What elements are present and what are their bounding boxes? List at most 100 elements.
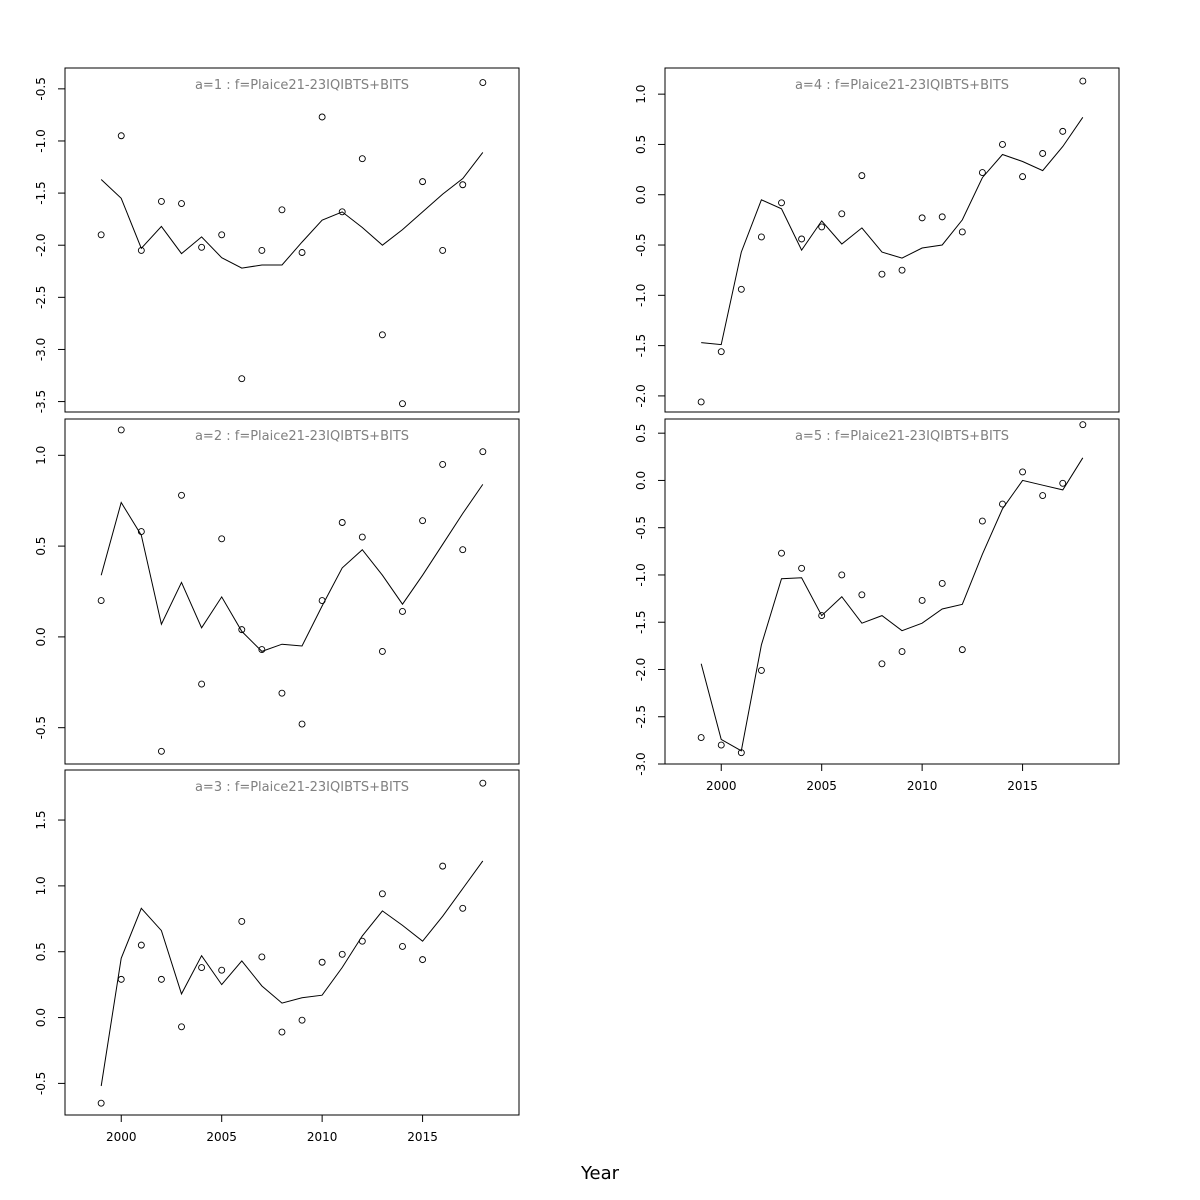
- y-tick-label: -1.5: [634, 611, 648, 634]
- y-tick-label: -2.0: [634, 384, 648, 407]
- observed-point: [157, 747, 165, 755]
- observed-point: [117, 975, 125, 983]
- observed-point: [798, 235, 806, 243]
- y-tick-label: 0.0: [634, 471, 648, 490]
- observed-point: [419, 956, 427, 964]
- observed-point: [338, 208, 346, 216]
- fitted-line: [100, 152, 484, 269]
- observed-point: [399, 943, 406, 950]
- panel-2: a=2 : f=Plaice21-23IQIBTS+BITS -0.5 0.0 0.5…: [34, 418, 520, 765]
- observed-point: [918, 214, 926, 222]
- x-tick-label: 2005: [806, 779, 837, 793]
- observed-point: [97, 231, 105, 239]
- observed-point: [399, 400, 406, 408]
- y-tick-label: -0.5: [634, 233, 648, 256]
- y-tick-label: -1.0: [634, 284, 648, 307]
- observed-point: [358, 155, 366, 163]
- observed-point: [178, 200, 185, 207]
- observed-point: [258, 246, 266, 254]
- observed-point: [798, 564, 806, 572]
- observed-point: [999, 140, 1006, 148]
- observed-point: [278, 689, 286, 697]
- observed-point: [419, 517, 427, 525]
- y-tick-label: -2.5: [34, 286, 48, 309]
- observed-point: [938, 213, 946, 221]
- observed-point: [479, 448, 487, 456]
- observed-point: [218, 966, 226, 974]
- observed-point: [858, 591, 866, 599]
- observed-point: [258, 953, 266, 961]
- observed-point: [858, 172, 866, 180]
- panel-frame: [64, 769, 520, 1116]
- y-tick-label: 0.0: [34, 627, 48, 646]
- observed-point: [838, 210, 846, 218]
- observed-point: [399, 608, 406, 615]
- observed-point: [298, 1016, 306, 1024]
- observed-point: [117, 132, 125, 140]
- observed-point: [137, 246, 145, 254]
- observed-point: [178, 491, 185, 499]
- observed-point: [1079, 77, 1087, 85]
- observed-point: [978, 517, 986, 525]
- observed-point: [459, 181, 467, 189]
- observed-point: [1059, 127, 1067, 135]
- x-tick-label: 2015: [407, 1130, 438, 1144]
- x-tick-label: 2000: [106, 1130, 137, 1144]
- observed-point: [978, 169, 986, 177]
- observed-point: [938, 580, 946, 587]
- observed-point: [278, 1028, 286, 1036]
- observed-point: [878, 660, 886, 668]
- x-tick-label: 2000: [706, 779, 737, 793]
- panel-title: a=5 : f=Plaice21-23IQIBTS+BITS: [795, 429, 1009, 444]
- observed-point: [918, 597, 926, 604]
- observed-point: [298, 249, 306, 256]
- panel-title: a=3 : f=Plaice21-23IQIBTS+BITS: [195, 780, 409, 795]
- observed-point: [697, 734, 705, 741]
- observed-point: [1039, 492, 1047, 500]
- observed-point: [157, 197, 165, 205]
- observed-point: [198, 964, 206, 971]
- observed-point: [378, 890, 386, 898]
- observed-point: [459, 904, 467, 912]
- y-tick-label: -3.5: [34, 390, 48, 413]
- x-axis-title: Year: [580, 1163, 620, 1184]
- y-tick-label: -0.5: [34, 1072, 48, 1095]
- x-tick-label: 2005: [206, 1130, 237, 1144]
- y-tick-label: -1.0: [34, 129, 48, 152]
- observed-point: [238, 626, 246, 634]
- observed-point: [479, 79, 487, 87]
- observed-point: [318, 958, 326, 966]
- observed-point: [97, 597, 105, 605]
- observed-point: [218, 231, 226, 239]
- y-tick-label: -1.5: [34, 181, 48, 204]
- observed-point: [358, 533, 366, 541]
- observed-point: [717, 741, 725, 749]
- observed-point: [958, 228, 966, 236]
- x-tick-label: 2010: [907, 779, 938, 793]
- observed-point: [898, 648, 906, 655]
- observed-point: [97, 1099, 105, 1107]
- observed-point: [278, 206, 286, 214]
- observed-point: [338, 950, 346, 958]
- x-tick-label: 2010: [307, 1130, 338, 1144]
- panel-title: a=4 : f=Plaice21-23IQIBTS+BITS: [795, 78, 1009, 93]
- observed-point: [137, 528, 145, 536]
- observed-point: [238, 375, 246, 383]
- observed-point: [1019, 173, 1027, 181]
- observed-point: [218, 535, 226, 543]
- y-tick-label: -2.0: [34, 234, 48, 257]
- fitted-line: [100, 484, 484, 652]
- panel-1: a=1 : f=Plaice21-23IQIBTS+BITS -3.5 -3.0 -2…: [34, 67, 520, 413]
- panel-title: a=2 : f=Plaice21-23IQIBTS+BITS: [195, 429, 409, 444]
- observed-point: [717, 348, 725, 356]
- observed-point: [439, 246, 447, 254]
- observed-point: [318, 597, 326, 605]
- fitted-line: [100, 860, 484, 1087]
- observed-point: [338, 519, 346, 526]
- observed-point: [178, 1023, 185, 1031]
- observed-point: [298, 720, 306, 728]
- observed-point: [838, 571, 846, 579]
- y-tick-label: 0.5: [34, 942, 48, 961]
- y-tick-label: 1.0: [34, 446, 48, 465]
